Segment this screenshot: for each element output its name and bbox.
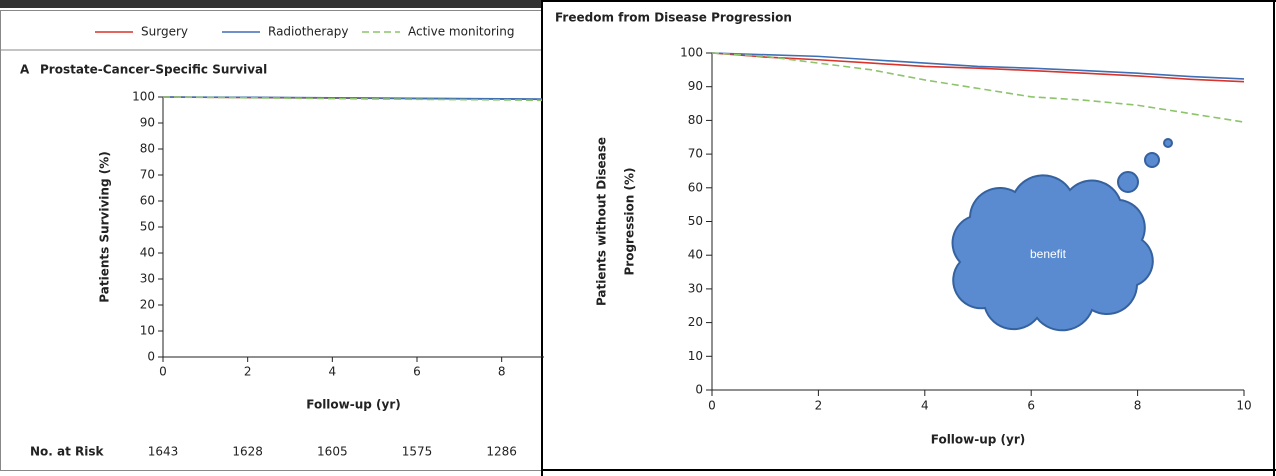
series-line <box>712 52 1245 83</box>
y-tick-label: 30 <box>140 272 155 286</box>
risk-label: No. at Risk <box>30 445 105 459</box>
y-tick-label: 10 <box>140 324 155 338</box>
x-tick-label: 8 <box>1134 399 1142 413</box>
y-tick-label: 90 <box>688 79 703 93</box>
y-axis-label: Progression (%) <box>623 168 637 276</box>
y-tick-label: 80 <box>140 142 155 156</box>
y-tick-label: 90 <box>140 116 155 130</box>
legend-label: Active monitoring <box>408 25 514 39</box>
y-tick-label: 10 <box>688 349 703 363</box>
risk-count: 1605 <box>317 445 348 459</box>
x-tick-label: 4 <box>329 365 337 379</box>
left-panel <box>0 10 542 471</box>
y-tick-label: 40 <box>688 248 703 262</box>
y-tick-label: 60 <box>688 180 703 194</box>
series-line <box>712 52 1245 123</box>
x-tick-label: 2 <box>244 365 252 379</box>
y-tick-label: 0 <box>147 350 155 364</box>
right-panel <box>542 0 1276 476</box>
y-tick-label: 100 <box>132 90 155 104</box>
x-tick-label: 6 <box>1027 399 1035 413</box>
y-tick-label: 100 <box>680 46 703 60</box>
y-tick-label: 40 <box>140 246 155 260</box>
panel-letter: A <box>20 63 30 77</box>
y-tick-label: 30 <box>688 281 703 295</box>
series-line <box>163 96 542 102</box>
plot-area <box>163 96 542 102</box>
y-tick-label: 20 <box>140 298 155 312</box>
y-tick-label: 50 <box>140 220 155 234</box>
chart-title: Freedom from Disease Progression <box>555 11 792 25</box>
x-tick-label: 10 <box>1236 399 1251 413</box>
x-tick-label: 0 <box>708 399 716 413</box>
y-axis-label: Patients without Disease <box>595 137 609 306</box>
x-axis-label: Follow-up (yr) <box>306 398 401 412</box>
y-tick-label: 50 <box>688 214 703 228</box>
x-axis-label: Follow-up (yr) <box>931 433 1026 447</box>
annotation: benefit <box>1030 247 1067 261</box>
x-tick-label: 6 <box>413 365 421 379</box>
y-tick-label: 80 <box>688 113 703 127</box>
thought-cloud <box>951 174 1154 332</box>
y-tick-label: 70 <box>140 168 155 182</box>
x-tick-label: 4 <box>921 399 929 413</box>
legend-label: Radiotherapy <box>268 25 348 39</box>
risk-count: 1575 <box>402 445 433 459</box>
x-tick-label: 0 <box>159 365 167 379</box>
y-tick-label: 60 <box>140 194 155 208</box>
y-axis-label: Patients Surviving (%) <box>98 151 112 302</box>
x-tick-label: 2 <box>815 399 823 413</box>
y-tick-label: 0 <box>695 383 703 397</box>
risk-count: 1628 <box>232 445 263 459</box>
thought-bubble <box>1163 138 1173 148</box>
risk-count: 1286 <box>486 445 517 459</box>
y-tick-label: 70 <box>688 147 703 161</box>
thought-bubble <box>1117 171 1139 193</box>
chart-title: Prostate-Cancer–Specific Survival <box>40 63 267 77</box>
x-tick-label: 8 <box>498 365 506 379</box>
risk-count: 1643 <box>148 445 179 459</box>
series-line <box>712 52 1245 80</box>
plot-area <box>712 52 1245 123</box>
thought-bubble <box>1144 152 1160 168</box>
y-tick-label: 20 <box>688 315 703 329</box>
legend-label: Surgery <box>141 25 188 39</box>
